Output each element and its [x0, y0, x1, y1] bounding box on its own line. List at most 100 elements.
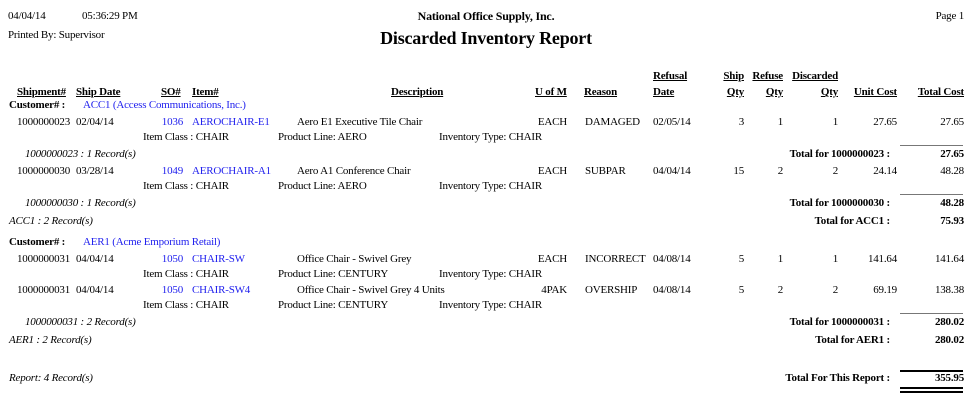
ship-date: 04/04/14 — [76, 284, 114, 296]
col-ship-qty-2: Qty — [726, 86, 744, 98]
shipment-number: 1000000030 — [17, 165, 71, 177]
col-uofm: U of M — [535, 86, 567, 98]
report-total-label: Total For This Report : — [785, 372, 890, 384]
reason: DAMAGED — [585, 116, 640, 128]
col-so: SO# — [161, 86, 181, 98]
customer-total-label: Total for ACC1 : — [814, 215, 891, 227]
unit-cost: 27.65 — [873, 116, 897, 128]
col-refuse-qty-2: Qty — [765, 86, 783, 98]
reason: OVERSHIP — [585, 284, 638, 296]
customer-record-count: ACC1 : 2 Record(s) — [9, 215, 93, 227]
shipment-number: 1000000023 — [17, 116, 71, 128]
col-ship-qty-1: Ship — [723, 70, 744, 82]
item-link[interactable]: AEROCHAIR-A1 — [192, 165, 271, 177]
inventory-type: Inventory Type: CHAIR — [439, 180, 542, 192]
subtotal-rule — [900, 194, 963, 195]
customer-total: 280.02 — [934, 334, 964, 346]
col-refusal-date-2: Date — [653, 86, 675, 98]
so-link[interactable]: 1036 — [161, 116, 183, 128]
inventory-type: Inventory Type: CHAIR — [439, 131, 542, 143]
shipment-record-count: 1000000031 : 2 Record(s) — [25, 316, 136, 328]
col-unit-cost: Unit Cost — [853, 86, 897, 98]
unit-cost: 141.64 — [867, 253, 897, 265]
ship-date: 04/04/14 — [76, 253, 114, 265]
ship-qty: 15 — [733, 165, 744, 177]
ship-qty: 3 — [738, 116, 745, 128]
item-class: Item Class : CHAIR — [143, 131, 229, 143]
description: Office Chair - Swivel Grey 4 Units — [297, 284, 445, 296]
inventory-type: Inventory Type: CHAIR — [439, 299, 542, 311]
description: Office Chair - Swivel Grey — [297, 253, 412, 265]
customer-total-label: Total for AER1 : — [815, 334, 890, 346]
description: Aero E1 Executive Tile Chair — [297, 116, 423, 128]
product-line: Product Line: AERO — [278, 131, 367, 143]
report-total-double-rule-2 — [900, 391, 963, 393]
uofm: EACH — [537, 253, 567, 265]
so-link[interactable]: 1050 — [161, 284, 183, 296]
so-link[interactable]: 1050 — [161, 253, 183, 265]
customer-link[interactable]: AER1 (Acme Emporium Retail) — [83, 236, 221, 248]
shipment-total-label: Total for 1000000023 : — [789, 148, 891, 160]
uofm: 4PAK — [541, 284, 567, 296]
item-link[interactable]: CHAIR-SW — [192, 253, 245, 265]
refuse-qty: 1 — [777, 253, 784, 265]
customer-label: Customer# : — [9, 236, 66, 248]
print-time: 05:36:29 PM — [82, 10, 138, 22]
col-total-cost: Total Cost — [917, 86, 964, 98]
subtotal-rule — [900, 145, 963, 146]
refuse-qty: 1 — [777, 116, 784, 128]
item-class: Item Class : CHAIR — [143, 268, 229, 280]
col-refusal-date-1: Refusal — [653, 70, 688, 82]
report-total: 355.95 — [934, 372, 964, 384]
uofm: EACH — [537, 116, 567, 128]
customer-link[interactable]: ACC1 (Access Communications, Inc.) — [83, 99, 246, 111]
shipment-total-label: Total for 1000000031 : — [789, 316, 891, 328]
discarded-qty: 1 — [832, 116, 839, 128]
item-class: Item Class : CHAIR — [143, 180, 229, 192]
reason: INCORRECT — [585, 253, 646, 265]
ship-qty: 5 — [738, 284, 745, 296]
col-discarded-qty-1: Discarded — [792, 70, 838, 82]
report-total-double-rule-1 — [900, 387, 963, 389]
ship-date: 02/04/14 — [76, 116, 114, 128]
ship-date: 03/28/14 — [76, 165, 114, 177]
product-line: Product Line: CENTURY — [278, 299, 389, 311]
inventory-type: Inventory Type: CHAIR — [439, 268, 542, 280]
total-cost: 141.64 — [934, 253, 964, 265]
shipment-total: 280.02 — [934, 316, 964, 328]
col-discarded-qty-2: Qty — [820, 86, 838, 98]
col-shipment: Shipment# — [17, 86, 66, 98]
item-class: Item Class : CHAIR — [143, 299, 229, 311]
col-reason: Reason — [584, 86, 618, 98]
col-ship-date: Ship Date — [76, 86, 121, 98]
refusal-date: 04/08/14 — [653, 284, 691, 296]
reason: SUBPAR — [585, 165, 626, 177]
shipment-total: 27.65 — [940, 148, 964, 160]
product-line: Product Line: AERO — [278, 180, 367, 192]
item-link[interactable]: AEROCHAIR-E1 — [192, 116, 270, 128]
item-link[interactable]: CHAIR-SW4 — [192, 284, 251, 296]
total-cost: 48.28 — [940, 165, 964, 177]
shipment-record-count: 1000000023 : 1 Record(s) — [25, 148, 136, 160]
unit-cost: 69.19 — [873, 284, 897, 296]
customer-total: 75.93 — [940, 215, 964, 227]
printed-by: Printed By: Supervisor — [8, 29, 105, 41]
total-cost: 138.38 — [934, 284, 964, 296]
refusal-date: 04/04/14 — [653, 165, 691, 177]
product-line: Product Line: CENTURY — [278, 268, 389, 280]
so-link[interactable]: 1049 — [161, 165, 183, 177]
col-description: Description — [391, 86, 444, 98]
report-record-count: Report: 4 Record(s) — [9, 372, 93, 384]
report-title: Discarded Inventory Report — [380, 28, 592, 48]
discarded-qty: 2 — [832, 284, 839, 296]
print-date: 04/04/14 — [8, 10, 46, 22]
customer-record-count: AER1 : 2 Record(s) — [9, 334, 92, 346]
shipment-number: 1000000031 — [17, 253, 71, 265]
discarded-qty: 1 — [832, 253, 839, 265]
total-cost: 27.65 — [940, 116, 964, 128]
refusal-date: 02/05/14 — [653, 116, 691, 128]
discarded-qty: 2 — [832, 165, 839, 177]
uofm: EACH — [537, 165, 567, 177]
col-item: Item# — [192, 86, 219, 98]
unit-cost: 24.14 — [873, 165, 897, 177]
